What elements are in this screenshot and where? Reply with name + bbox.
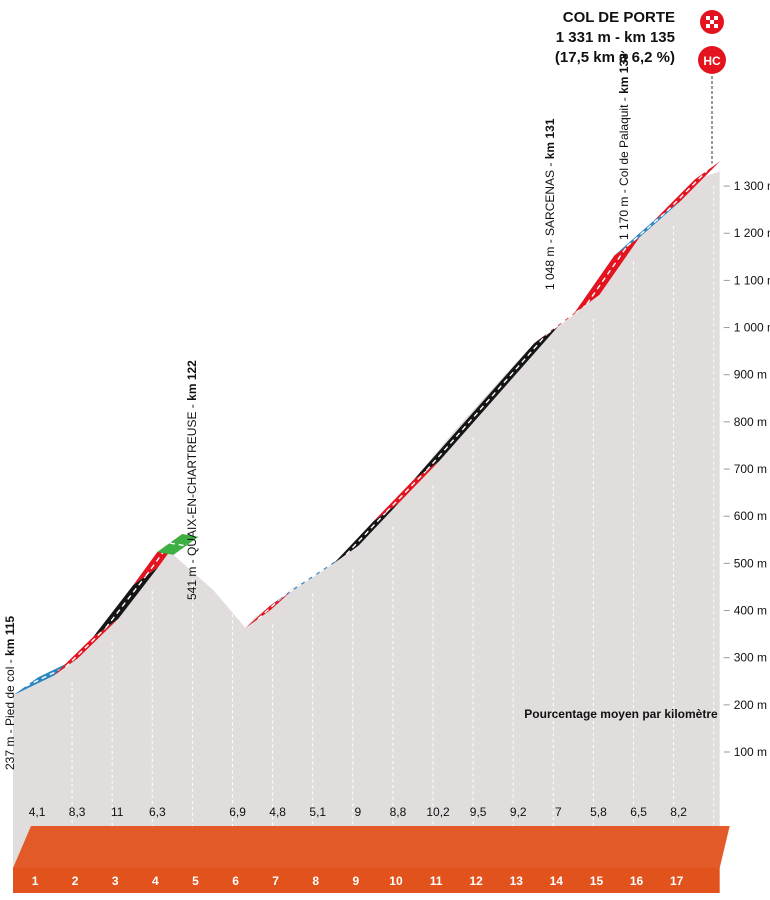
summit-altitude-km: 1 331 m - km 135: [555, 29, 675, 46]
segment-centerline: [145, 542, 171, 577]
percent-label: 11: [111, 805, 124, 819]
km-band: [13, 868, 720, 893]
km-label: 1: [32, 874, 39, 888]
y-tick-label: 800 m: [734, 415, 767, 429]
svg-text:237 m - Pied de col - km 115: 237 m - Pied de col - km 115: [3, 616, 17, 770]
percent-label: 8,3: [69, 805, 86, 819]
waypoint-altitude: 1 048 m -: [543, 236, 557, 290]
km-label: 10: [389, 874, 403, 888]
profile-segment-red: [574, 237, 640, 313]
category-badge-label: HC: [703, 54, 721, 68]
segment-centerline: [65, 627, 107, 668]
km-label: 12: [469, 874, 483, 888]
km-label: 17: [670, 874, 684, 888]
waypoint-annotation: 541 m - QUAIX-EN-CHARTREUSE - km 122: [185, 360, 199, 600]
percent-label: 8,2: [670, 805, 687, 819]
percent-label: 10,2: [426, 805, 450, 819]
y-tick-label: 400 m: [734, 604, 767, 618]
percent-label: 9,2: [510, 805, 527, 819]
km-label: 3: [112, 874, 119, 888]
km-label: 14: [550, 874, 564, 888]
km-label: 2: [72, 874, 79, 888]
percent-label: 8,8: [390, 805, 407, 819]
percent-label: 6,9: [229, 805, 246, 819]
y-tick-label: 1 000 m: [734, 321, 770, 335]
waypoint-name: Col de Palaquit -: [617, 94, 631, 186]
category-badge: [698, 46, 726, 74]
km-label: 6: [232, 874, 239, 888]
flag-check: [706, 16, 710, 20]
y-tick-label: 600 m: [734, 509, 767, 523]
profile-segment-green: [157, 534, 199, 555]
y-tick-label: 100 m: [734, 745, 767, 759]
segment-centerline: [586, 245, 628, 305]
y-tick-label: 900 m: [734, 368, 767, 382]
y-tick-label: 200 m: [734, 698, 767, 712]
segment-centerline: [345, 511, 387, 555]
km-label: 4: [152, 874, 159, 888]
waypoint-name: Pied de col -: [3, 656, 17, 726]
percent-label: 4,1: [29, 805, 46, 819]
segment-centerline: [385, 469, 428, 513]
waypoint-annotation: 1 170 m - Col de Palaquit - km 133: [617, 53, 631, 240]
summit-info: COL DE PORTE 1 331 m - km 135 (17,5 km à…: [555, 8, 675, 68]
summit-name: COL DE PORTE: [562, 9, 675, 26]
y-tick-label: 1 100 m: [734, 273, 770, 287]
km-label: 15: [590, 874, 604, 888]
waypoint-km: km 115: [3, 616, 17, 656]
km-label: 16: [630, 874, 644, 888]
percent-label: 5,8: [590, 805, 607, 819]
profile-segment-blue: [614, 202, 680, 256]
y-tick-label: 300 m: [734, 651, 767, 665]
waypoint-name: SARCENAS -: [543, 159, 557, 236]
flag-check: [706, 24, 710, 28]
profile-segment-black: [93, 567, 159, 637]
km-label: 13: [510, 874, 524, 888]
svg-text:1 048 m - SARCENAS - km 131: 1 048 m - SARCENAS - km 131: [543, 118, 557, 290]
waypoint-altitude: 1 170 m -: [617, 186, 631, 240]
svg-text:541 m - QUAIX-EN-CHARTREUSE -: 541 m - QUAIX-EN-CHARTREUSE - km 122: [185, 360, 199, 600]
segment-centerline: [25, 666, 66, 688]
km-label: 9: [353, 874, 360, 888]
legend-text: Pourcentage moyen par kilomètre: [524, 707, 718, 721]
summit-climb-stats: (17,5 km à 6,2 %): [554, 49, 675, 66]
km-band-top: [13, 826, 730, 868]
km-label: 8: [312, 874, 319, 888]
profile-segment-red: [245, 588, 295, 628]
km-label: 5: [192, 874, 199, 888]
segment-centerline: [105, 575, 147, 629]
km-label: 7: [272, 874, 279, 888]
percent-label: 5,1: [309, 805, 326, 819]
waypoint-km: km 122: [185, 360, 199, 401]
segment-centerline: [425, 333, 548, 471]
y-tick-label: 1 200 m: [734, 226, 770, 240]
percent-label: 6,5: [630, 805, 647, 819]
percent-label: 6,3: [149, 805, 166, 819]
svg-text:1 170 m - Col de Palaquit - km: 1 170 m - Col de Palaquit - km 133: [617, 53, 631, 240]
segment-centerline: [169, 542, 187, 547]
flag-check: [714, 16, 718, 20]
km-label: 11: [430, 874, 443, 888]
waypoint-km: km 133: [617, 53, 631, 94]
segment-centerline: [666, 169, 708, 212]
flag-check: [714, 24, 718, 28]
waypoint-altitude: 237 m -: [3, 726, 17, 770]
segment-centerline: [257, 596, 283, 620]
percent-label: 4,8: [269, 805, 286, 819]
waypoint-name: QUAIX-EN-CHARTREUSE -: [185, 401, 199, 556]
percent-label: 9,5: [470, 805, 487, 819]
waypoint-annotation: 1 048 m - SARCENAS - km 131: [543, 118, 557, 290]
waypoint-km: km 131: [543, 118, 557, 159]
profile-area: [13, 171, 720, 869]
percent-label: 7: [555, 805, 562, 819]
waypoint-annotation: 237 m - Pied de col - km 115: [3, 616, 17, 770]
waypoint-altitude: 541 m -: [185, 556, 199, 600]
y-tick-label: 700 m: [734, 462, 767, 476]
y-tick-label: 500 m: [734, 556, 767, 570]
flag-check: [710, 20, 714, 24]
y-tick-label: 1 300 m: [734, 179, 770, 193]
percent-label: 9: [355, 805, 362, 819]
